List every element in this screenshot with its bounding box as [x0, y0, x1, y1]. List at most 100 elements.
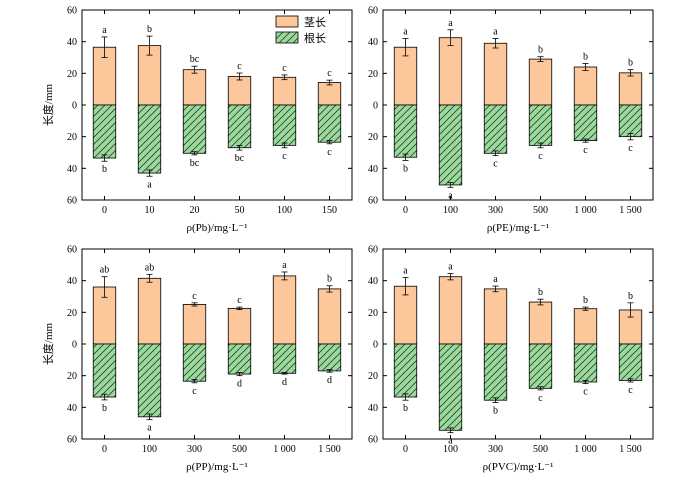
sig-label-root: bc	[235, 153, 245, 164]
y-tick-label: 0	[373, 101, 378, 112]
legend-swatch-root	[275, 31, 299, 44]
bar-root	[573, 104, 598, 142]
sig-label-root: b	[403, 163, 408, 174]
y-tick-label: 40	[67, 37, 77, 48]
bar-root	[393, 104, 418, 158]
sig-label-root: c	[327, 147, 332, 158]
y-tick-label: 40	[67, 164, 77, 175]
sig-label-stem: b	[538, 45, 543, 56]
bar-stem	[272, 275, 297, 345]
sig-label-root: b	[102, 164, 107, 175]
x-axis-title: ρ(PVC)/mg·L⁻¹	[483, 461, 554, 473]
sig-label-root: d	[282, 377, 287, 388]
bar-root	[317, 343, 342, 372]
sig-label-stem: b	[628, 291, 633, 302]
sig-label-stem: b	[327, 274, 332, 285]
bar-root	[227, 104, 252, 149]
y-tick-label: 40	[67, 403, 77, 414]
bar-root	[137, 104, 162, 174]
sig-label-root: a	[147, 423, 152, 434]
x-tick-label: 0	[102, 444, 107, 455]
sig-label-root: c	[538, 151, 543, 162]
x-tick-label: 500	[232, 444, 247, 455]
sig-label-stem: c	[237, 295, 242, 306]
bar-root	[227, 343, 252, 375]
sig-label-root: b	[102, 403, 107, 414]
y-tick-label: 60	[67, 435, 77, 446]
x-tick-label: 20	[190, 205, 200, 216]
bar-stem	[528, 58, 553, 106]
x-tick-label: 1 000	[273, 444, 296, 455]
y-tick-label: 20	[368, 69, 378, 80]
sig-label-stem: b	[583, 52, 588, 63]
plot-frame	[382, 248, 654, 440]
y-tick-label: 40	[368, 276, 378, 287]
sig-label-root: c	[282, 151, 287, 162]
sig-label-stem: a	[493, 27, 498, 38]
sig-label-stem: a	[102, 25, 107, 36]
y-tick-label: 60	[67, 196, 77, 207]
x-tick-label: 0	[102, 205, 107, 216]
bar-root	[483, 104, 508, 154]
sig-label-stem: a	[403, 27, 408, 38]
legend-label-stem: 茎长	[304, 16, 326, 29]
x-tick-label: 500	[533, 205, 548, 216]
bar-stem	[182, 304, 207, 345]
sig-label-stem: a	[448, 262, 453, 273]
x-tick-label: 1 000	[574, 205, 597, 216]
sig-label-root: a	[448, 190, 453, 201]
x-tick-label: 1 500	[619, 444, 642, 455]
y-tick-label: 40	[67, 276, 77, 287]
y-tick-label: 60	[368, 245, 378, 256]
bar-stem	[137, 277, 162, 345]
x-tick-label: 100	[277, 205, 292, 216]
sig-label-stem: c	[237, 61, 242, 72]
bar-root	[528, 343, 553, 389]
sig-label-stem: a	[448, 18, 453, 29]
sig-label-root: c	[192, 386, 197, 397]
y-tick-label: 20	[67, 308, 77, 319]
x-axis-title: ρ(Pb)/mg·L⁻¹	[186, 222, 247, 234]
plot-frame	[81, 248, 353, 440]
y-tick-label: 20	[67, 132, 77, 143]
sig-label-stem: c	[327, 68, 332, 79]
bar-root	[483, 343, 508, 401]
sig-label-root: c	[583, 145, 588, 156]
bar-root	[92, 343, 117, 398]
bar-stem	[618, 72, 643, 106]
bar-root	[272, 343, 297, 374]
x-axis-title: ρ(PP)/mg·L⁻¹	[186, 461, 248, 473]
sig-label-stem: b	[147, 24, 152, 35]
x-tick-label: 0	[403, 444, 408, 455]
x-tick-label: 1 000	[574, 444, 597, 455]
bar-root	[528, 104, 553, 146]
y-axis-title: 长度/mm	[41, 322, 55, 365]
sig-label-stem: a	[403, 266, 408, 277]
y-tick-label: 60	[368, 435, 378, 446]
bar-root	[438, 104, 463, 186]
bar-root	[393, 343, 418, 398]
bar-root	[317, 104, 342, 143]
bar-root	[618, 104, 643, 138]
x-tick-label: 0	[403, 205, 408, 216]
x-tick-label: 500	[533, 444, 548, 455]
bar-root	[137, 343, 162, 418]
sig-label-root: d	[237, 379, 242, 390]
bar-stem	[227, 307, 252, 345]
sig-label-root: a	[147, 179, 152, 190]
y-tick-label: 0	[72, 101, 77, 112]
y-axis-title: 长度/mm	[41, 83, 55, 126]
sig-label-root: c	[628, 143, 633, 154]
y-tick-label: 20	[368, 132, 378, 143]
sig-label-root: c	[493, 159, 498, 170]
bar-stem	[528, 301, 553, 345]
sig-label-root: c	[538, 393, 543, 404]
y-tick-label: 20	[368, 371, 378, 382]
sig-label-stem: ab	[100, 265, 109, 276]
bar-root	[182, 343, 207, 382]
bar-stem	[483, 288, 508, 345]
x-tick-label: 50	[235, 205, 245, 216]
